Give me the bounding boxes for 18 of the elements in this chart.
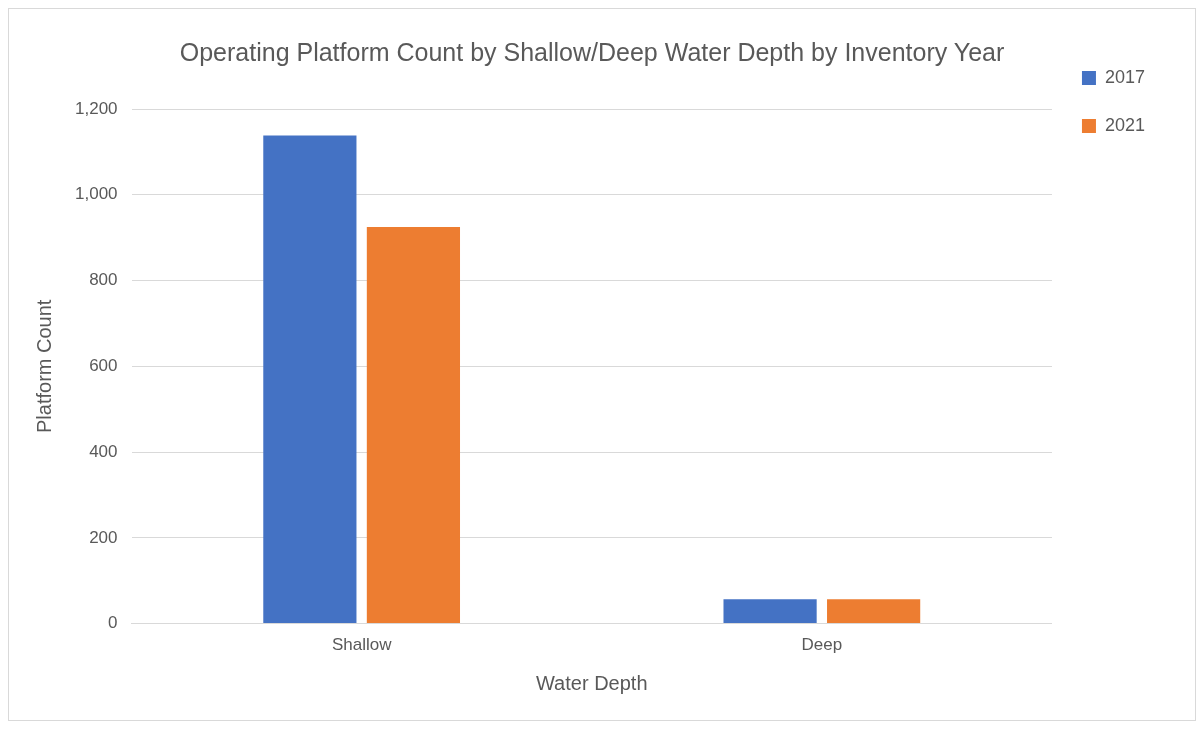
y-tick-label: 0: [108, 613, 118, 633]
x-tick-label: Deep: [801, 635, 843, 655]
bar: [366, 226, 461, 624]
legend-label: 2017: [1104, 66, 1145, 87]
y-tick-label: 200: [89, 527, 118, 547]
y-axis-title: Platform Count: [32, 299, 55, 433]
y-tick-label: 400: [89, 441, 118, 461]
bar: [827, 599, 921, 624]
chart-title: Operating Platform Count by Shallow/Deep Water Depth by Inventory Year: [179, 37, 1005, 66]
y-tick-label: 800: [89, 270, 118, 290]
legend-label: 2021: [1104, 114, 1145, 135]
bar: [263, 135, 357, 624]
bar: [723, 599, 817, 624]
y-tick-label: 1,200: [74, 98, 118, 118]
y-tick-label: 1,000: [74, 184, 118, 204]
x-tick-label: Shallow: [331, 635, 393, 655]
y-tick-label: 600: [89, 355, 118, 375]
x-axis-title: Water Depth: [535, 671, 648, 694]
